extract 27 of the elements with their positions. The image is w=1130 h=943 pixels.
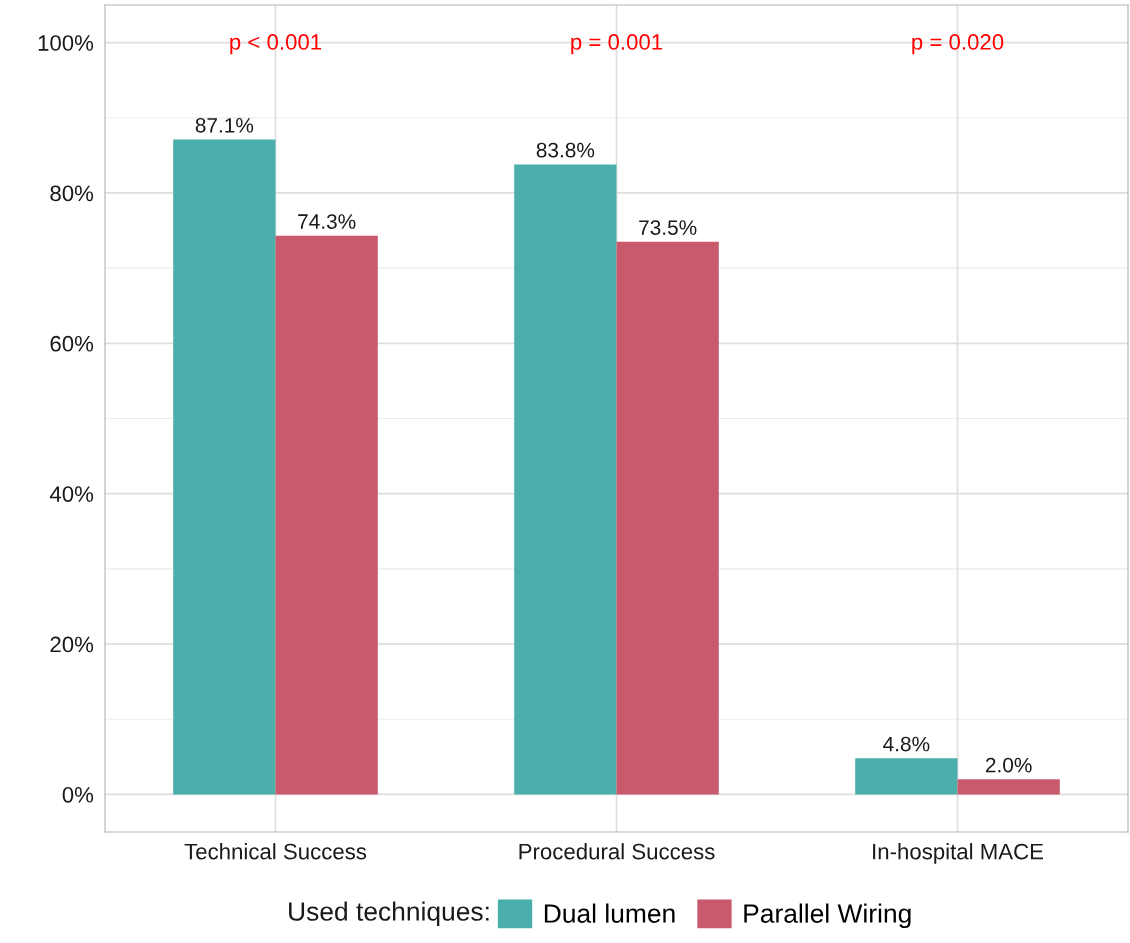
data-label: 73.5% (639, 220, 697, 235)
bar (957, 779, 1060, 795)
y-tick-label: 100% (38, 35, 94, 51)
x-tick-label: In-hospital MACE (873, 843, 1043, 864)
bar (275, 235, 378, 795)
legend-title: Used techniques: (289, 901, 489, 927)
data-label: 87.1% (195, 117, 254, 133)
annotation: p = 0.020 (912, 34, 1004, 55)
bar (514, 164, 617, 795)
bar (855, 758, 958, 795)
data-label: 83.8% (536, 142, 595, 158)
x-tick-label: Procedural Success (519, 843, 715, 860)
bar (616, 241, 719, 795)
legend-label: Dual lumen (544, 903, 675, 923)
data-label: 4.8% (883, 736, 930, 752)
y-tick-label: 0% (62, 786, 94, 803)
data-label: 2.0% (985, 757, 1032, 773)
y-tick-label: 20% (50, 636, 94, 653)
data-label: 74.3% (298, 214, 356, 229)
x-tick-label: Technical Success (184, 843, 367, 860)
annotation: p = 0.001 (571, 34, 663, 55)
annotation: p < 0.001 (230, 34, 322, 55)
y-tick-label: 60% (50, 335, 94, 352)
bar (173, 139, 276, 795)
legend-label: Parallel Wiring (744, 903, 911, 929)
y-tick-label: 80% (50, 185, 94, 202)
y-tick-label: 40% (49, 486, 94, 502)
